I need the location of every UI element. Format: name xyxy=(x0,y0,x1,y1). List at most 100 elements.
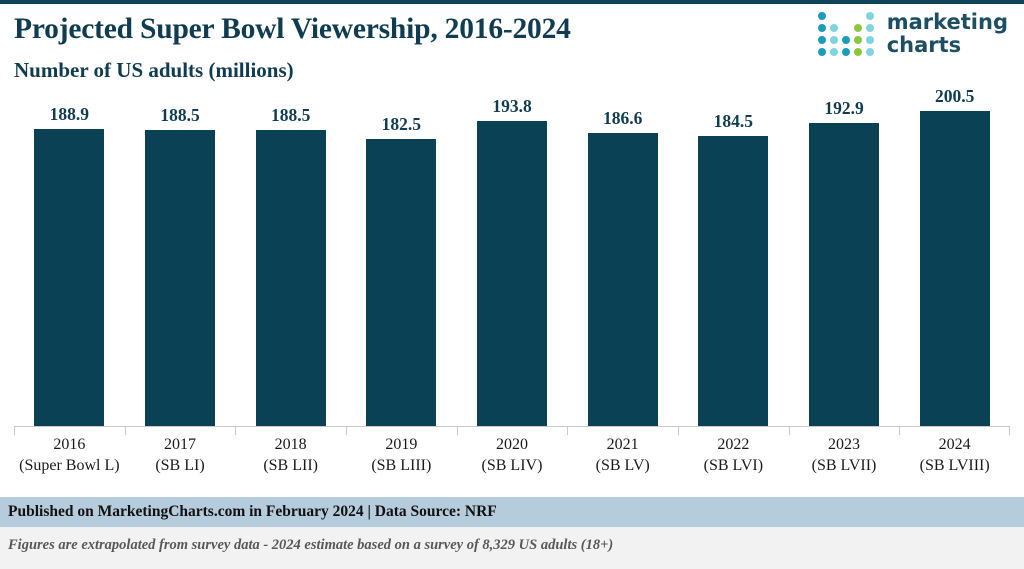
bar-group: 182.5 xyxy=(366,96,437,426)
logo-dot-r2-c5-icon xyxy=(865,24,874,32)
logo-dot-r4-c5-icon xyxy=(865,48,874,56)
x-axis-category-label: 2020 (SB LIV) xyxy=(457,434,568,476)
logo-dot-r1-c4-icon xyxy=(854,12,862,20)
category-game: (SB LI) xyxy=(155,457,205,474)
x-axis-category-label: 2017 (SB LI) xyxy=(125,434,236,476)
category-year: 2019 xyxy=(385,436,418,453)
category-year: 2020 xyxy=(495,436,528,453)
logo-dot-r3-c1-icon xyxy=(817,36,826,44)
logo-dot-r4-c1-icon xyxy=(817,48,826,56)
bar-rect[interactable] xyxy=(145,129,215,426)
bar-rect[interactable] xyxy=(366,139,437,426)
x-axis-tick xyxy=(456,426,458,435)
plot-area: 188.9 188.5 188.5 182.5 193.8 186.6 184.5 192.9… xyxy=(14,86,1010,426)
logo-dot-r1-c5-icon xyxy=(865,12,874,20)
logo-dot-r4-c4-icon xyxy=(853,48,862,56)
bar-rect[interactable] xyxy=(255,129,326,426)
page-title: Projected Super Bowl Viewership, 2016-20… xyxy=(14,13,571,45)
bar-value-label: 188.5 xyxy=(270,104,311,125)
bar-group: 186.6 xyxy=(587,96,658,426)
logo-dot-r2-c1-icon xyxy=(817,24,826,32)
bar-value-label: 182.5 xyxy=(381,114,422,135)
bar-value-label: 188.5 xyxy=(160,104,200,125)
bar-group: 188.5 xyxy=(255,96,326,426)
x-axis-tick xyxy=(14,426,15,435)
category-game: (SB LVII) xyxy=(811,457,877,474)
logo-dot-r2-c4-icon xyxy=(853,24,862,32)
x-axis-category-label: 2021 (SB LV) xyxy=(567,434,678,476)
footnote-bar: Figures are extrapolated from survey dat… xyxy=(0,527,1024,569)
bar-value-label: 184.5 xyxy=(713,111,754,132)
x-axis-tick xyxy=(235,426,237,435)
x-axis-category-label: 2019 (SB LIII) xyxy=(346,434,457,476)
logo-dot-r3-c2-icon xyxy=(829,36,838,44)
bar-rect[interactable] xyxy=(34,129,105,426)
bar-rect[interactable] xyxy=(809,122,879,426)
x-axis-tick xyxy=(346,426,347,435)
logo-dot-r4-c3-icon xyxy=(841,48,850,56)
publication-bar: Published on MarketingCharts.com in Febr… xyxy=(0,497,1024,527)
logo-dot-r1-c2-icon xyxy=(830,12,838,20)
logo-dot-r1-c3-icon xyxy=(842,12,850,20)
logo-dot-r2-c2-icon xyxy=(829,24,838,32)
bar-chart: 188.9 188.5 188.5 182.5 193.8 186.6 184.5 192.9… xyxy=(0,86,1024,494)
marketing-charts-logo: marketing charts xyxy=(816,10,1008,58)
x-axis-category-label: 2024 (SB LVIII) xyxy=(899,434,1010,476)
bar-group: 200.5 xyxy=(919,86,990,426)
category-year: 2022 xyxy=(717,436,750,453)
category-game: (SB LVIII) xyxy=(919,457,990,474)
logo-dot-grid-icon xyxy=(816,10,876,58)
category-game: (SB LV) xyxy=(595,457,650,474)
logo-dot-r3-c5-icon xyxy=(865,36,874,44)
x-axis-tick xyxy=(788,426,790,435)
bar-group: 193.8 xyxy=(477,96,547,426)
bar-value-label: 186.6 xyxy=(602,107,643,128)
bar-rect[interactable] xyxy=(477,121,547,426)
category-game: (SB LIV) xyxy=(481,457,543,474)
x-axis-tick xyxy=(567,426,569,435)
bar-rect[interactable] xyxy=(919,110,990,426)
bar-group: 188.9 xyxy=(34,96,105,426)
category-game: (Super Bowl L) xyxy=(19,457,120,474)
category-year: 2021 xyxy=(606,436,639,453)
category-year: 2016 xyxy=(53,436,86,453)
bar-value-label: 200.5 xyxy=(934,85,975,106)
bar-rect[interactable] xyxy=(587,132,658,426)
x-axis-tick xyxy=(124,426,126,435)
logo-line-1: marketing xyxy=(886,10,1008,34)
bar-value-label: 193.8 xyxy=(492,96,532,117)
logo-dot-r1-c1-icon xyxy=(817,12,826,20)
bar-value-label: 192.9 xyxy=(824,97,864,118)
chart-subtitle: Number of US adults (millions) xyxy=(14,58,294,82)
bar-rect[interactable] xyxy=(698,136,769,426)
category-year: 2024 xyxy=(938,436,971,453)
bar-group: 184.5 xyxy=(698,96,769,426)
category-year: 2023 xyxy=(827,436,860,453)
logo-dot-r2-c3-icon xyxy=(842,24,850,32)
logo-line-2: charts xyxy=(886,33,962,57)
x-axis-line xyxy=(14,426,1010,427)
x-axis-category-label: 2016 (Super Bowl L) xyxy=(14,434,125,476)
x-axis-tick xyxy=(1009,426,1010,435)
category-year: 2018 xyxy=(274,436,307,453)
logo-dot-r4-c2-icon xyxy=(829,48,838,56)
publication-text: Published on MarketingCharts.com in Febr… xyxy=(8,503,497,520)
x-axis-category-label: 2023 (SB LVII) xyxy=(789,434,900,476)
logo-dot-r3-c3-icon xyxy=(841,36,850,44)
bar-value-label: 188.9 xyxy=(49,104,90,125)
chart-header: Projected Super Bowl Viewership, 2016-20… xyxy=(0,4,1024,96)
category-game: (SB LIII) xyxy=(371,457,432,474)
category-year: 2017 xyxy=(163,436,196,453)
logo-wordmark: marketing charts xyxy=(887,11,1008,57)
x-axis-category-label: 2022 (SB LVI) xyxy=(678,434,789,476)
bar-group: 188.5 xyxy=(145,96,215,426)
category-game: (SB LVI) xyxy=(703,457,764,474)
bar-group: 192.9 xyxy=(809,96,879,426)
logo-dot-r3-c4-icon xyxy=(853,36,862,44)
x-axis-tick xyxy=(678,426,679,435)
category-game: (SB LII) xyxy=(263,457,318,474)
x-axis-tick xyxy=(899,426,901,435)
x-axis-category-label: 2018 (SB LII) xyxy=(235,434,346,476)
footnote-text: Figures are extrapolated from survey dat… xyxy=(8,537,614,553)
